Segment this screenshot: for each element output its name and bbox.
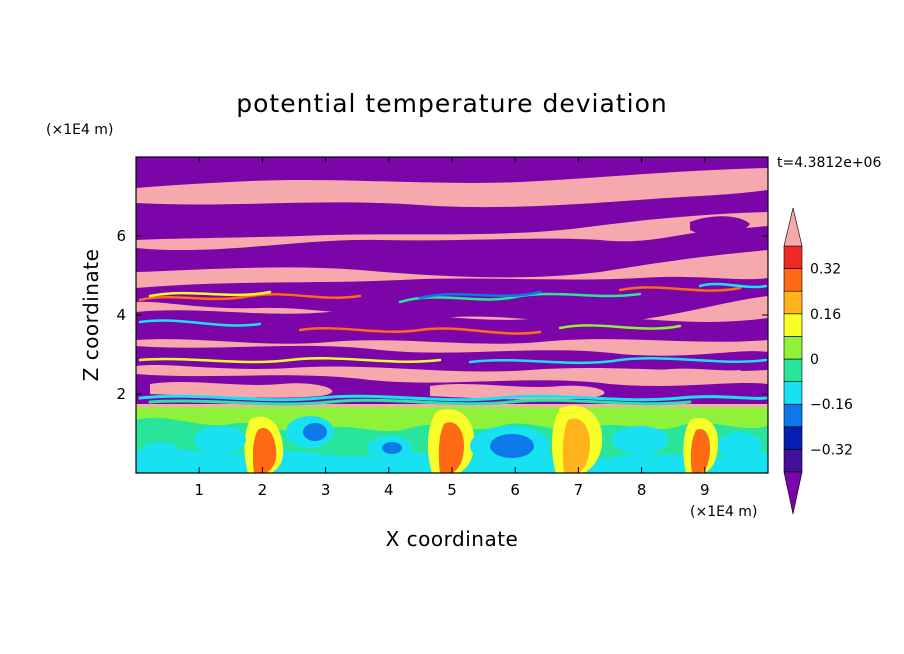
lower-eddies <box>136 405 768 473</box>
colorbar-band-6 <box>783 313 803 337</box>
x-tick-label-6: 7 <box>574 481 584 499</box>
plot-area <box>136 157 768 473</box>
y-axis-ticks: 2 4 6 <box>116 227 768 403</box>
x-axis-label: X coordinate <box>386 527 519 551</box>
colorbar-band-0 <box>783 449 803 473</box>
colorbar-band-8 <box>783 268 803 292</box>
y-tick-label-0: 2 <box>116 385 126 403</box>
colorbar-band-7 <box>783 290 803 315</box>
colorbar-tick-label-2: 0 <box>810 352 819 368</box>
mid-turbulence <box>136 282 768 406</box>
x-axis-ticks: 1 2 3 4 5 6 7 8 9 <box>194 157 710 499</box>
filaments <box>138 282 768 406</box>
colorbar-band-4 <box>783 358 803 382</box>
y-unit-label: (×1E4 m) <box>46 122 113 138</box>
time-label: t=4.3812e+06 <box>777 155 881 171</box>
y-tick-label-1: 4 <box>116 306 126 324</box>
chart-title: potential temperature deviation <box>236 89 667 118</box>
colorbar-tick-label-0: 0.32 <box>810 262 841 278</box>
colorbar-tick-label-3: −0.16 <box>810 397 853 413</box>
x-tick-label-1: 2 <box>258 481 268 499</box>
colorbar-band-9 <box>783 245 803 269</box>
x-tick-label-7: 8 <box>637 481 647 499</box>
colorbar-tick-label-1: 0.16 <box>810 307 841 323</box>
x-tick-label-8: 9 <box>700 481 710 499</box>
y-axis-label: Z coordinate <box>79 249 103 382</box>
colorbar: 0.32 0.16 0 −0.16 −0.32 <box>783 207 853 515</box>
colorbar-band-1 <box>783 426 803 450</box>
colorbar-band-2 <box>783 403 803 428</box>
x-tick-label-5: 6 <box>510 481 520 499</box>
colorbar-over-triangle <box>783 207 803 247</box>
colorbar-under-triangle <box>783 471 803 515</box>
x-tick-label-2: 3 <box>321 481 331 499</box>
x-tick-label-4: 5 <box>447 481 457 499</box>
colorbar-tick-label-4: −0.32 <box>810 442 853 458</box>
colorbar-band-5 <box>783 336 803 360</box>
colorbar-band-3 <box>783 381 803 405</box>
x-tick-label-3: 4 <box>384 481 394 499</box>
x-unit-label: (×1E4 m) <box>690 504 757 520</box>
x-tick-label-0: 1 <box>194 481 204 499</box>
upper-stripes <box>136 157 768 323</box>
y-tick-label-2: 6 <box>116 227 126 245</box>
